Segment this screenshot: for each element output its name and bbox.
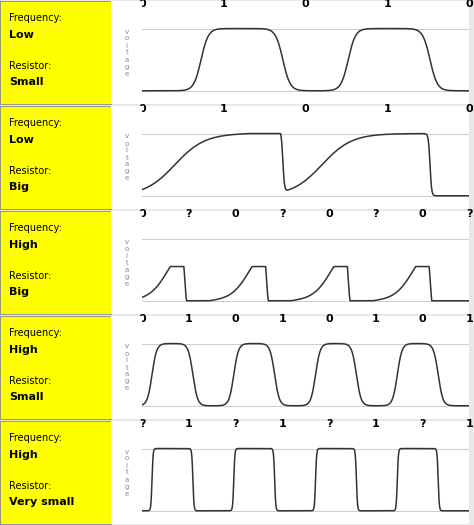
Text: time: time (449, 333, 469, 342)
Text: v
o
l
t
a
g
e: v o l t a g e (125, 133, 129, 182)
Text: ?: ? (186, 208, 192, 218)
Text: Frequency:: Frequency: (9, 13, 62, 23)
Text: Resistor:: Resistor: (9, 376, 51, 386)
Text: 0: 0 (302, 0, 310, 8)
Text: 0: 0 (138, 0, 146, 8)
Text: Frequency:: Frequency: (9, 223, 62, 233)
Text: Small: Small (9, 393, 44, 403)
Text: Resistor:: Resistor: (9, 61, 51, 71)
Text: 0: 0 (419, 208, 426, 218)
Text: 1: 1 (383, 0, 392, 8)
Text: Small: Small (9, 78, 44, 88)
Text: High: High (9, 449, 37, 459)
Text: 1: 1 (383, 103, 392, 113)
Text: 0: 0 (138, 313, 146, 323)
Text: Resistor:: Resistor: (9, 166, 51, 176)
Text: Frequency:: Frequency: (9, 433, 62, 443)
Text: 0: 0 (325, 208, 333, 218)
Text: v
o
l
t
a
g
e: v o l t a g e (125, 343, 129, 392)
Text: 0: 0 (465, 0, 473, 8)
Text: Resistor:: Resistor: (9, 481, 51, 491)
Text: 1: 1 (279, 418, 286, 428)
Text: 1: 1 (372, 313, 380, 323)
Text: 0: 0 (419, 313, 426, 323)
Text: 1: 1 (372, 418, 380, 428)
Text: Low: Low (9, 29, 34, 39)
Text: v
o
l
t
a
g
e: v o l t a g e (125, 448, 129, 497)
Text: 0: 0 (325, 313, 333, 323)
Text: v
o
l
t
a
g
e: v o l t a g e (125, 238, 129, 287)
Text: 0: 0 (232, 313, 239, 323)
Text: Very small: Very small (9, 498, 74, 508)
Text: time: time (449, 123, 469, 132)
Text: ?: ? (373, 208, 379, 218)
Text: Big: Big (9, 183, 29, 193)
Text: ?: ? (232, 418, 239, 428)
Text: 1: 1 (220, 0, 228, 8)
Text: time: time (449, 228, 469, 237)
Text: ?: ? (279, 208, 286, 218)
Text: Low: Low (9, 134, 34, 144)
Text: 1: 1 (465, 418, 473, 428)
Text: Frequency:: Frequency: (9, 118, 62, 128)
Text: ?: ? (326, 418, 332, 428)
Text: Resistor:: Resistor: (9, 271, 51, 281)
Text: High: High (9, 344, 37, 354)
Text: Big: Big (9, 288, 29, 298)
Text: 1: 1 (465, 313, 473, 323)
Text: 0: 0 (465, 103, 473, 113)
Text: time: time (449, 438, 469, 447)
Text: Frequency:: Frequency: (9, 328, 62, 338)
Text: ?: ? (466, 208, 473, 218)
Text: v
o
l
t
a
g
e: v o l t a g e (125, 28, 129, 77)
Text: 1: 1 (185, 313, 193, 323)
Text: 0: 0 (138, 103, 146, 113)
Text: 1: 1 (279, 313, 286, 323)
Text: 0: 0 (138, 208, 146, 218)
Text: High: High (9, 239, 37, 249)
Text: 1: 1 (185, 418, 193, 428)
Text: ?: ? (139, 418, 146, 428)
Text: 1: 1 (220, 103, 228, 113)
Text: 0: 0 (232, 208, 239, 218)
Text: 0: 0 (302, 103, 310, 113)
Text: ?: ? (419, 418, 426, 428)
